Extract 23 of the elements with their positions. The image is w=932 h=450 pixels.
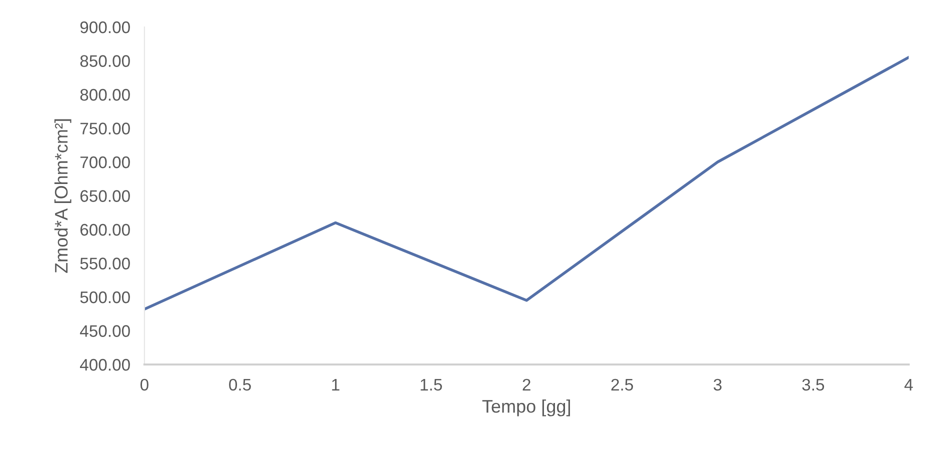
x-tick-label: 0 bbox=[140, 378, 148, 391]
y-tick-label: 650.00 bbox=[80, 190, 130, 202]
x-tick-label: 1 bbox=[332, 379, 340, 390]
x-tick-label: 4 bbox=[904, 379, 913, 390]
x-tick-label: 3 bbox=[714, 378, 722, 391]
y-tick-label: 450.00 bbox=[80, 325, 130, 337]
y-tick-label: 500.00 bbox=[80, 291, 130, 304]
y-tick-label: 800.00 bbox=[80, 88, 130, 101]
y-tick-label: 600.00 bbox=[80, 224, 130, 236]
x-tick-label: 2 bbox=[522, 378, 530, 390]
y-axis-title: Zmod*A [Ohm*cm²] bbox=[54, 119, 72, 273]
x-tick-label: 3.5 bbox=[802, 378, 824, 391]
y-tick-label: 900.00 bbox=[80, 21, 130, 34]
x-axis-title: Tempo [gg] bbox=[482, 399, 570, 416]
x-tick-label: 2.5 bbox=[611, 378, 633, 391]
y-tick-label: 400.00 bbox=[80, 358, 130, 371]
x-tick-label: 1.5 bbox=[420, 379, 442, 391]
y-tick-label: 700.00 bbox=[80, 156, 130, 168]
y-tick-label: 550.00 bbox=[80, 258, 130, 270]
y-tick-label: 850.00 bbox=[80, 55, 130, 67]
line-series bbox=[144, 56, 909, 311]
x-tick-label: 0.5 bbox=[229, 378, 251, 391]
y-tick-label: 750.00 bbox=[80, 122, 130, 134]
